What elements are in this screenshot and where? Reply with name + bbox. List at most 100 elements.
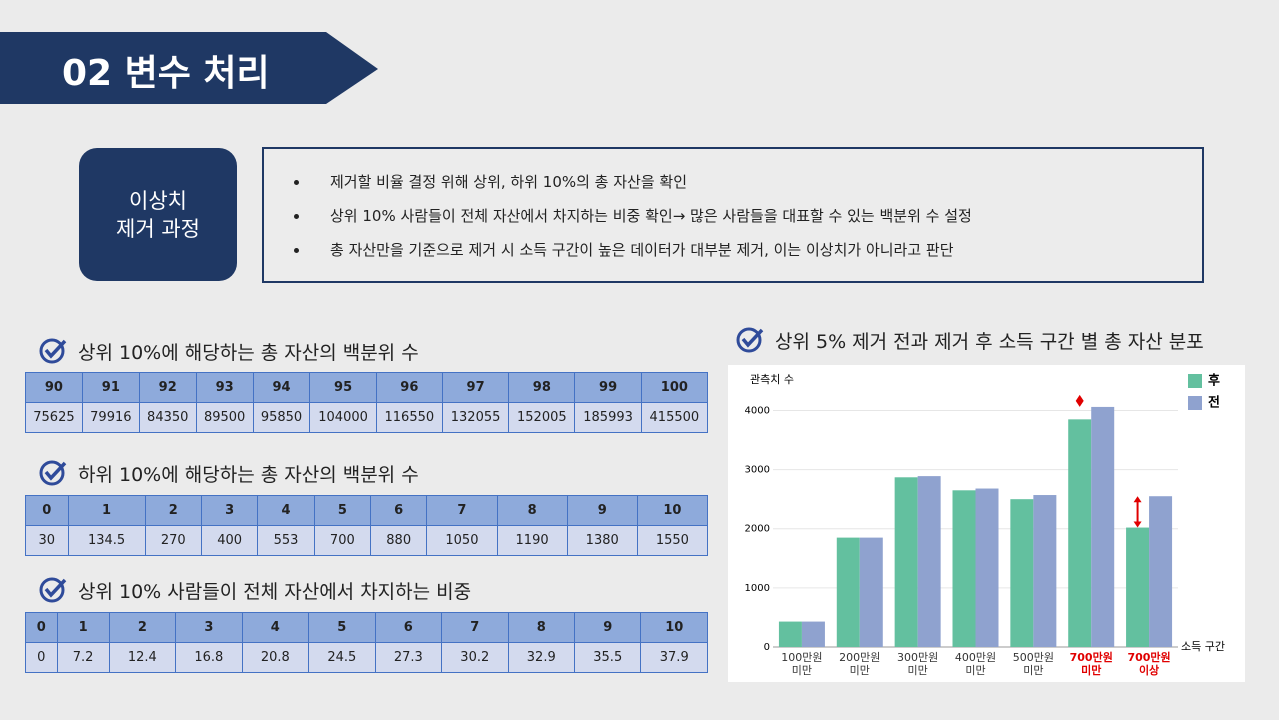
bar bbox=[1068, 419, 1092, 647]
table-cell: 97 bbox=[441, 372, 510, 403]
bar bbox=[917, 476, 941, 647]
label-line: 제거 과정 bbox=[116, 216, 200, 241]
x-tick-label: 200만원 미만 bbox=[839, 651, 880, 677]
table-cell: 0 bbox=[25, 642, 58, 673]
table-cell: 95 bbox=[309, 372, 377, 403]
table-cell: 1190 bbox=[496, 525, 568, 556]
table-row: 0 7.2 12.4 16.8 20.8 24.5 27.3 30.2 32.9 35.5 37.9 bbox=[25, 642, 708, 673]
chart-panel: 관측치 수 소득 구간 0 1000 2000 3000 4000 100만원 미만 200만원 미… bbox=[728, 365, 1245, 682]
data-table: 0 1 2 3 4 5 6 7 8 9 10 30 134.5 270 400 553 700 880 1050 11… bbox=[25, 495, 709, 556]
table-cell: 89500 bbox=[195, 402, 254, 433]
x-tick-label: 500만원 미만 bbox=[1013, 651, 1054, 677]
table-cell: 16.8 bbox=[175, 642, 243, 673]
table-cell: 92 bbox=[138, 372, 197, 403]
legend-swatch bbox=[1188, 374, 1202, 388]
table-cell: 9 bbox=[573, 612, 642, 643]
table-cell: 2 bbox=[108, 612, 177, 643]
section-heading: 상위 10%에 해당하는 총 자산의 백분위 수 bbox=[38, 336, 419, 366]
table-cell: 415500 bbox=[640, 402, 709, 433]
check-icon bbox=[39, 460, 67, 486]
table-row: 30 134.5 270 400 553 700 880 1050 1190 1380 1550 bbox=[25, 525, 709, 556]
table-cell: 95850 bbox=[252, 402, 311, 433]
table-cell: 400 bbox=[200, 525, 259, 556]
bullet: 제거할 비율 결정 위해 상위, 하위 10%의 총 자산을 확인 bbox=[310, 171, 1202, 192]
table-cell: 1550 bbox=[636, 525, 709, 556]
table-cell: 0 bbox=[25, 495, 69, 526]
legend-label: 전 bbox=[1208, 395, 1220, 411]
table-cell: 1050 bbox=[426, 525, 498, 556]
table-row: 0 1 2 3 4 5 6 7 8 9 10 bbox=[25, 612, 708, 643]
table-cell: 1 bbox=[56, 612, 110, 643]
label-line: 이상치 bbox=[129, 188, 187, 213]
table-cell: 5 bbox=[308, 612, 376, 643]
table-cell: 30 bbox=[25, 525, 69, 556]
slide-title: 02 변수 처리 bbox=[62, 53, 270, 94]
table-cell: 7 bbox=[426, 495, 498, 526]
bullet: 총 자산만을 기준으로 제거 시 소득 구간이 높은 데이터가 대부분 제거, … bbox=[310, 239, 1202, 260]
table-cell: 9 bbox=[566, 495, 638, 526]
table-cell: 7 bbox=[441, 612, 509, 643]
gap-arrow-head bbox=[1133, 521, 1142, 528]
table-cell: 6 bbox=[374, 612, 443, 643]
table-cell: 2 bbox=[144, 495, 202, 526]
bar bbox=[1010, 499, 1034, 647]
table-cell: 27.3 bbox=[374, 642, 443, 673]
table-cell: 700 bbox=[313, 525, 372, 556]
table-cell: 99 bbox=[574, 372, 642, 403]
bar bbox=[952, 490, 976, 647]
table-cell: 20.8 bbox=[241, 642, 310, 673]
table-cell: 75625 bbox=[25, 402, 83, 433]
table-cell: 4 bbox=[257, 495, 315, 526]
table-cell: 270 bbox=[144, 525, 202, 556]
info-box: 제거할 비율 결정 위해 상위, 하위 10%의 총 자산을 확인 상위 10%… bbox=[262, 147, 1204, 283]
bar bbox=[801, 621, 825, 647]
table-cell: 134.5 bbox=[67, 525, 146, 556]
section-title: 상위 10% 사람들이 전체 자산에서 차지하는 비중 bbox=[78, 580, 472, 603]
table-cell: 94 bbox=[252, 372, 311, 403]
bar bbox=[1033, 495, 1057, 647]
check-icon bbox=[736, 327, 764, 353]
check-icon bbox=[39, 338, 67, 364]
table-cell: 185993 bbox=[574, 402, 642, 433]
table-cell: 96 bbox=[375, 372, 443, 403]
bar bbox=[1126, 527, 1150, 647]
chart-title: 상위 5% 제거 전과 제거 후 소득 구간 별 총 자산 분포 bbox=[775, 330, 1204, 353]
y-tick-label: 2000 bbox=[745, 524, 770, 535]
bar bbox=[778, 621, 802, 647]
table-cell: 32.9 bbox=[507, 642, 576, 673]
section-heading: 상위 10% 사람들이 전체 자산에서 차지하는 비중 bbox=[38, 575, 471, 605]
table-cell: 8 bbox=[507, 612, 576, 643]
table-cell: 84350 bbox=[138, 402, 197, 433]
table-cell: 116550 bbox=[375, 402, 443, 433]
table-cell: 4 bbox=[241, 612, 310, 643]
table-cell: 98 bbox=[508, 372, 576, 403]
x-axis-label: 소득 구간 bbox=[1181, 640, 1225, 653]
bullet: 상위 10% 사람들이 전체 자산에서 차지하는 비중 확인→ 많은 사람들을 … bbox=[310, 205, 1202, 226]
y-tick-label: 3000 bbox=[745, 465, 770, 476]
bar bbox=[975, 488, 999, 647]
table-cell: 5 bbox=[313, 495, 372, 526]
y-tick-label: 0 bbox=[764, 642, 770, 653]
table-cell: 10 bbox=[636, 495, 709, 526]
chart-heading: 상위 5% 제거 전과 제거 후 소득 구간 별 총 자산 분포 bbox=[735, 325, 1204, 355]
bar bbox=[894, 477, 918, 647]
y-tick-label: 1000 bbox=[745, 583, 770, 594]
section-heading: 하위 10%에 해당하는 총 자산의 백분위 수 bbox=[38, 458, 419, 488]
table-cell: 152005 bbox=[508, 402, 576, 433]
table-cell: 3 bbox=[175, 612, 243, 643]
bar bbox=[836, 537, 860, 647]
table-cell: 35.5 bbox=[573, 642, 642, 673]
banner bbox=[0, 32, 378, 104]
table-cell: 24.5 bbox=[308, 642, 376, 673]
table-row: 90 91 92 93 94 95 96 97 98 99 100 bbox=[25, 372, 709, 403]
table-cell: 30.2 bbox=[441, 642, 509, 673]
table-cell: 12.4 bbox=[108, 642, 177, 673]
table-cell: 0 bbox=[25, 612, 58, 643]
table-row: 0 1 2 3 4 5 6 7 8 9 10 bbox=[25, 495, 709, 526]
legend-swatch bbox=[1188, 396, 1202, 410]
bar bbox=[1091, 406, 1115, 647]
table-cell: 880 bbox=[370, 525, 428, 556]
gap-arrow-head bbox=[1133, 496, 1142, 503]
